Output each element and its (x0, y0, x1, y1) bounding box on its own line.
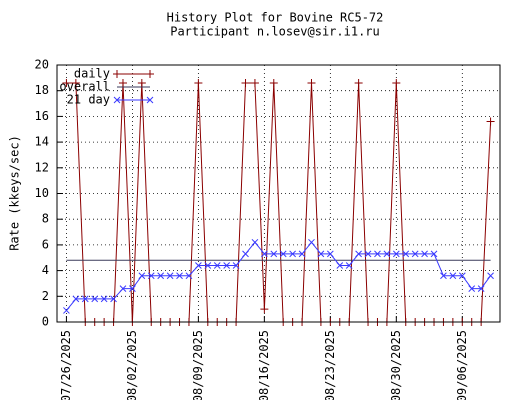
marker (317, 250, 325, 258)
marker (138, 272, 146, 280)
x-tick-label: 08/23/2025 (323, 330, 337, 400)
y-tick-label: 2 (42, 289, 49, 303)
marker (113, 96, 121, 104)
marker (146, 96, 154, 104)
marker (72, 295, 80, 303)
y-tick-label: 6 (42, 237, 49, 251)
marker (383, 250, 391, 258)
marker (486, 117, 495, 126)
marker (421, 250, 428, 258)
y-tick-label: 12 (35, 160, 49, 174)
marker (289, 250, 296, 258)
marker (223, 262, 231, 269)
marker (166, 272, 174, 280)
marker (62, 78, 71, 87)
y-tick-label: 10 (35, 186, 49, 200)
marker (250, 78, 259, 87)
marker (487, 272, 494, 280)
marker (354, 78, 363, 87)
marker (336, 262, 344, 269)
marker (113, 70, 121, 78)
x-tick-label: 08/02/2025 (125, 330, 139, 400)
marker (137, 78, 146, 87)
marker (185, 272, 193, 280)
marker (119, 285, 127, 292)
series-line (66, 241, 492, 311)
x-tick-label: 08/16/2025 (257, 330, 271, 400)
marker (176, 272, 183, 280)
marker (81, 295, 89, 303)
marker (261, 250, 268, 258)
chart-title: History Plot for Bovine RC5-72 (167, 11, 384, 25)
marker (355, 250, 362, 258)
y-tick-label: 16 (35, 109, 49, 123)
marker (146, 70, 154, 78)
marker (71, 78, 80, 87)
marker (392, 250, 400, 258)
marker (458, 272, 466, 280)
marker (194, 78, 203, 87)
marker (411, 250, 419, 258)
marker (326, 250, 334, 258)
marker (279, 250, 287, 258)
x-tick-label: 08/09/2025 (191, 330, 205, 400)
marker (204, 262, 212, 269)
marker (308, 238, 315, 246)
marker (392, 78, 401, 87)
marker (242, 250, 249, 258)
legend-label: daily (74, 67, 110, 81)
marker (213, 262, 221, 269)
legend-label: 21 day (67, 93, 110, 107)
marker (402, 250, 410, 258)
y-tick-label: 4 (42, 263, 49, 277)
y-axis-label: Rate (kkeys/sec) (8, 135, 22, 251)
marker (307, 78, 316, 87)
marker (298, 250, 306, 258)
y-tick-label: 0 (42, 315, 49, 329)
marker (241, 78, 250, 87)
marker (110, 295, 117, 303)
y-tick-label: 18 (35, 83, 49, 97)
marker (440, 272, 447, 280)
y-tick-label: 8 (42, 212, 49, 226)
marker (100, 295, 108, 303)
marker (477, 285, 485, 292)
marker (63, 307, 70, 314)
marker (269, 78, 278, 87)
plot-border (56, 64, 501, 323)
marker (195, 262, 202, 269)
marker (260, 305, 269, 314)
marker (345, 262, 353, 269)
marker (270, 250, 278, 258)
marker (374, 250, 381, 258)
marker (129, 285, 136, 292)
marker (430, 250, 438, 258)
marker (468, 285, 476, 292)
chart-subtitle: Participant n.losev@sir.i1.ru (170, 25, 380, 39)
marker (232, 262, 240, 269)
x-tick-label: 09/06/2025 (455, 330, 469, 400)
marker (449, 272, 457, 280)
x-tick-label: 07/26/2025 (59, 330, 73, 400)
x-tick-label: 08/30/2025 (389, 330, 403, 400)
y-tick-label: 20 (35, 58, 49, 72)
marker (91, 295, 99, 303)
marker (364, 250, 372, 258)
legend-label: overall (59, 80, 110, 94)
marker (157, 272, 165, 280)
marker (118, 78, 127, 87)
marker (147, 272, 155, 280)
marker (251, 238, 259, 246)
y-tick-label: 14 (35, 135, 49, 149)
